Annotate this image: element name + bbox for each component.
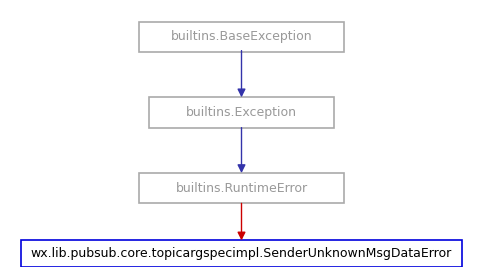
Bar (140, 173, 343, 203)
Text: builtins.Exception: builtins.Exception (186, 106, 297, 119)
Text: wx.lib.pubsub.core.topicargspecimpl.SenderUnknownMsgDataError: wx.lib.pubsub.core.topicargspecimpl.Send… (31, 247, 452, 260)
Bar (149, 97, 334, 128)
Text: builtins.RuntimeError: builtins.RuntimeError (175, 182, 308, 195)
Text: builtins.BaseException: builtins.BaseException (170, 30, 313, 43)
Bar (140, 22, 343, 52)
Bar (21, 240, 462, 267)
